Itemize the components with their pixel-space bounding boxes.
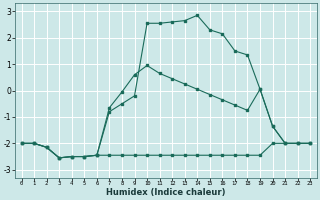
X-axis label: Humidex (Indice chaleur): Humidex (Indice chaleur) [106,188,226,197]
